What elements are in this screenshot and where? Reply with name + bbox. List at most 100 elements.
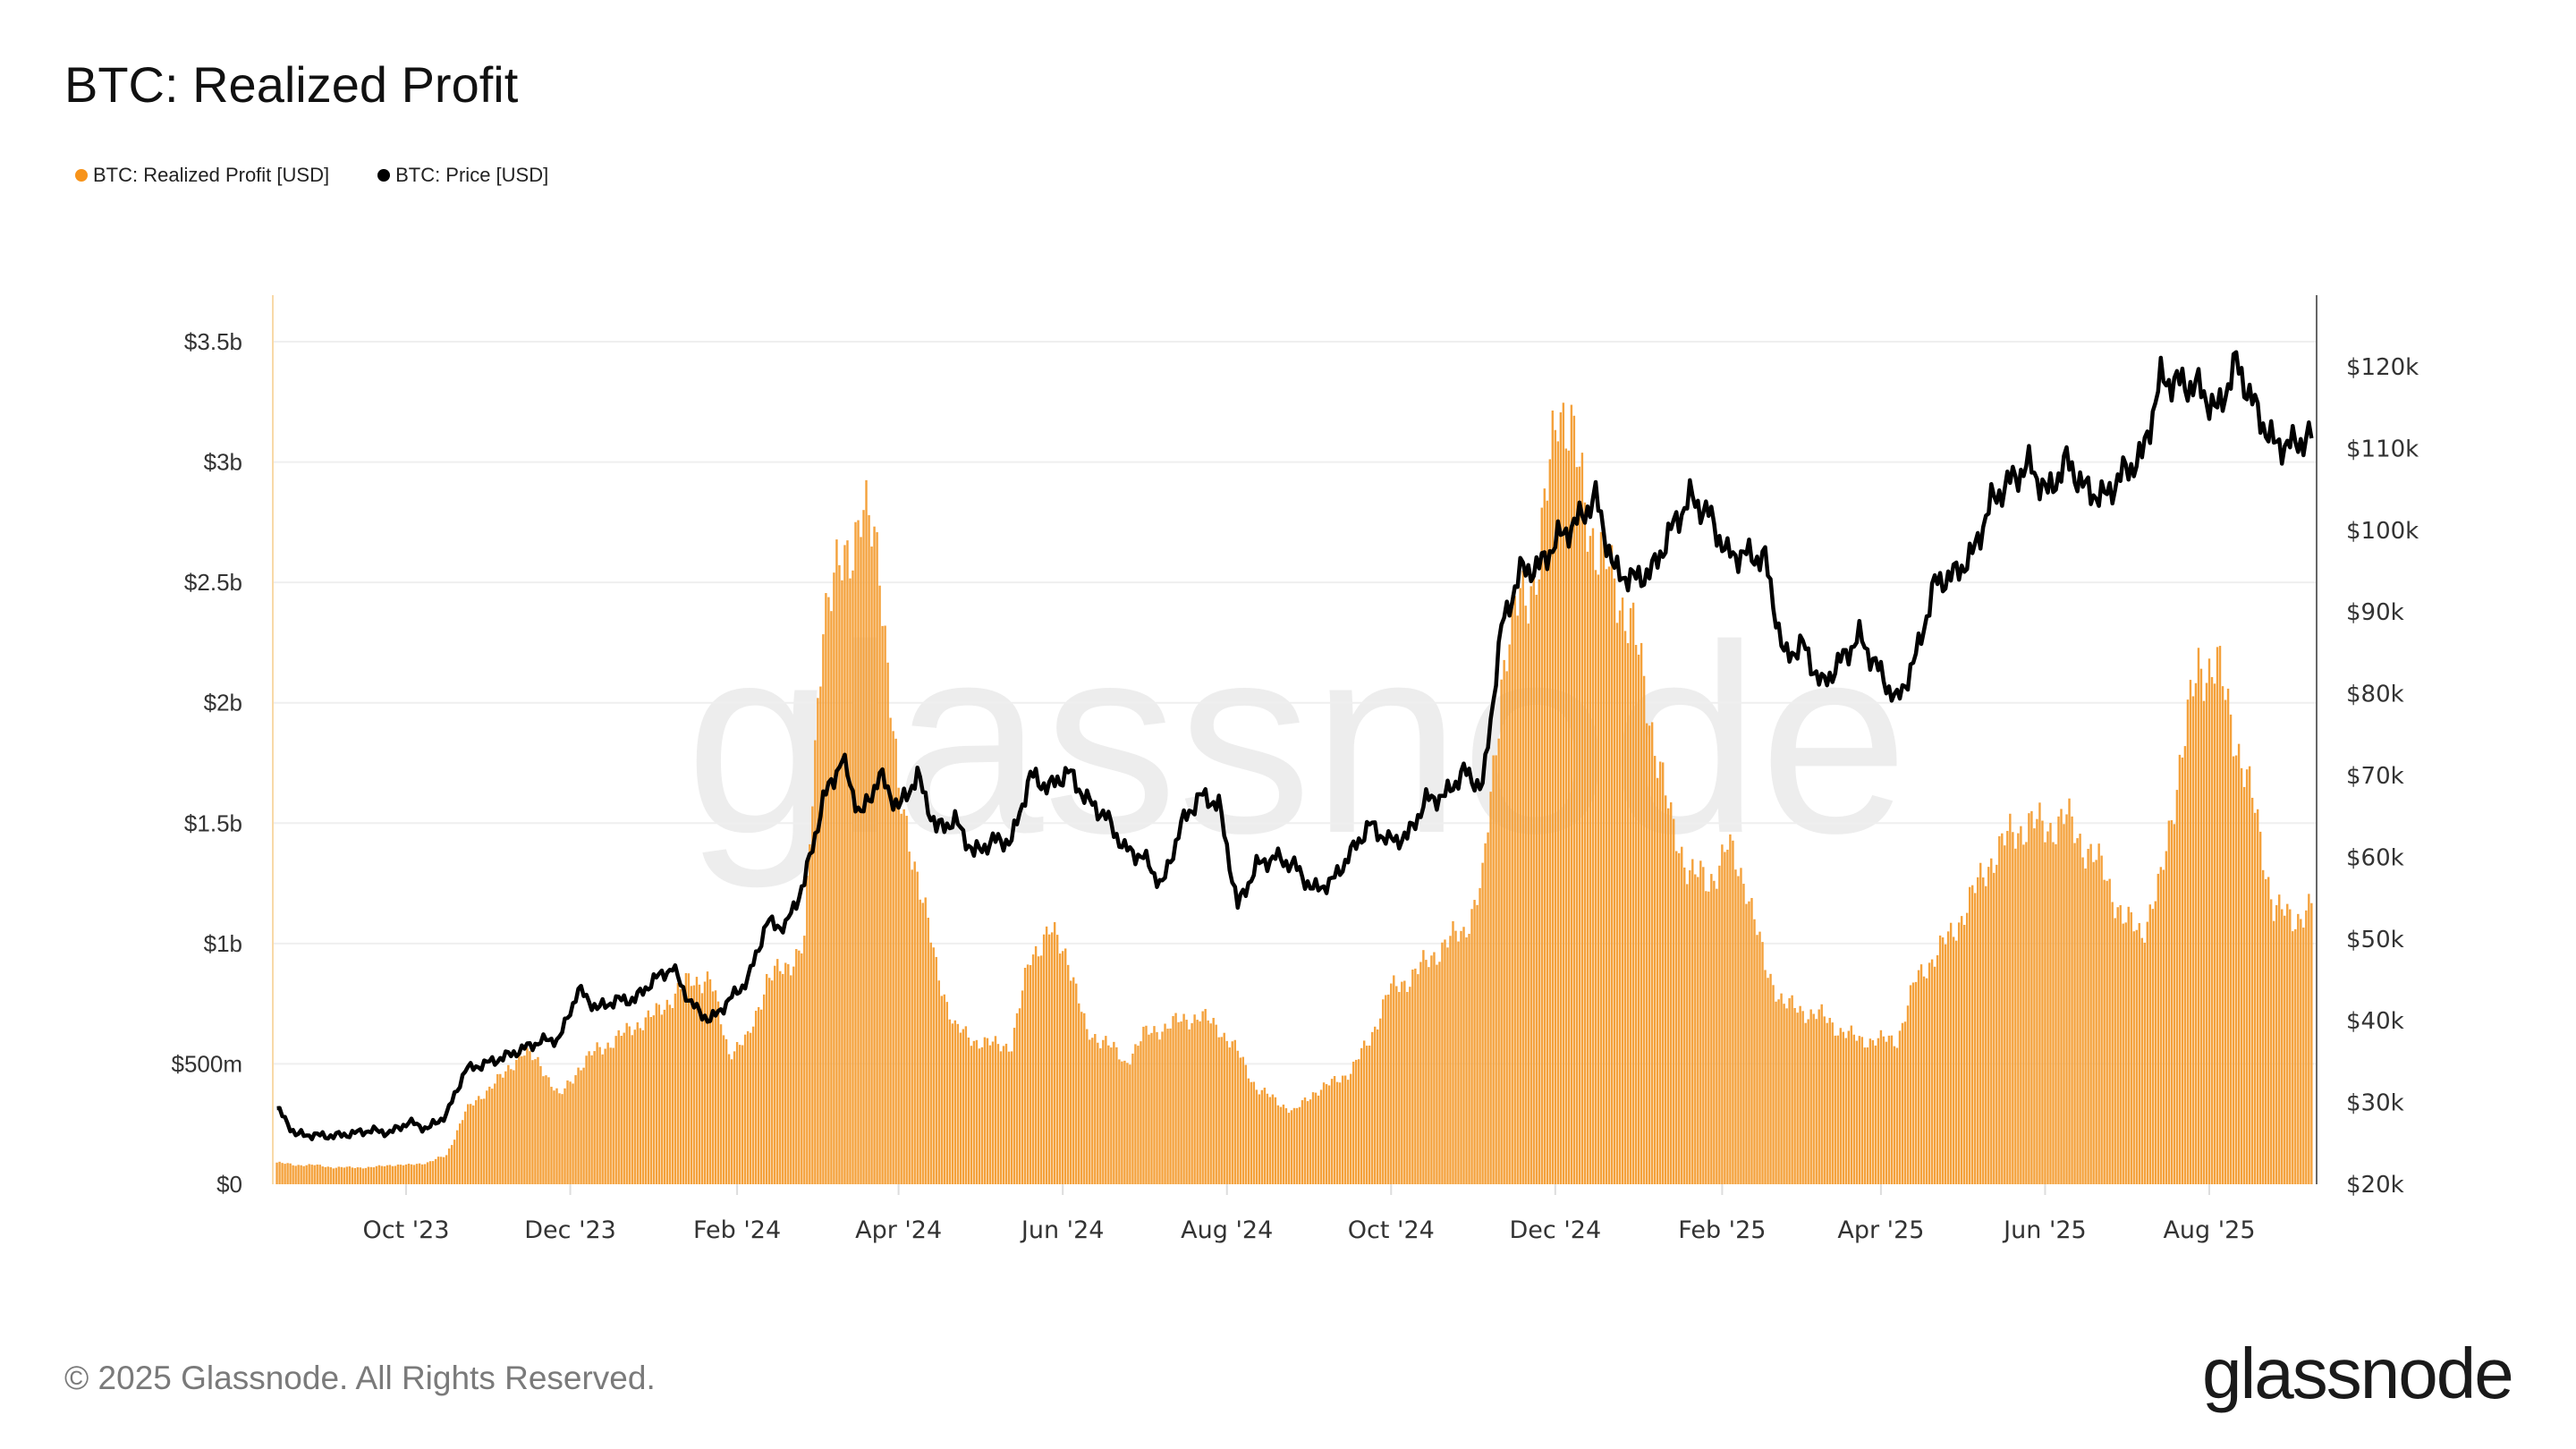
profit-bar <box>1648 725 1651 1184</box>
profit-bar <box>814 740 817 1184</box>
profit-bar <box>1406 991 1409 1184</box>
profit-bar <box>1702 867 1705 1184</box>
profit-bar <box>1129 1064 1131 1184</box>
profit-bar <box>1871 1039 1875 1184</box>
profit-bar <box>1306 1101 1309 1184</box>
profit-bar <box>1319 1089 1323 1184</box>
profit-bar <box>1362 1040 1366 1184</box>
profit-bar <box>434 1158 437 1184</box>
profit-bar <box>1441 942 1444 1184</box>
profit-bar <box>1468 934 1470 1184</box>
profit-bar <box>743 1034 747 1184</box>
profit-bar <box>1758 931 1761 1184</box>
orange-dot-icon <box>75 169 88 182</box>
profit-bar <box>2041 820 2044 1184</box>
profit-bar <box>2130 911 2132 1184</box>
profit-bar <box>423 1164 427 1184</box>
profit-bar <box>1481 862 1484 1184</box>
profit-bar <box>1274 1097 1277 1184</box>
legend-item-realized-profit[interactable]: BTC: Realized Profit [USD] <box>75 164 329 187</box>
profit-bar <box>1333 1076 1336 1184</box>
profit-bar <box>1422 950 1425 1184</box>
y-left-tick-label: $1b <box>204 930 242 957</box>
legend-label: BTC: Realized Profit [USD] <box>93 164 330 186</box>
profit-bar <box>569 1081 572 1184</box>
profit-bar <box>1521 571 1524 1184</box>
profit-bar <box>881 625 884 1184</box>
profit-bar <box>1740 868 1742 1184</box>
x-tick-label: Dec '23 <box>524 1216 616 1244</box>
profit-bar <box>1742 884 1745 1184</box>
profit-bar <box>1196 1020 1199 1184</box>
y-left-tick-label: $0 <box>216 1171 242 1198</box>
profit-bar <box>1898 1030 1902 1184</box>
profit-bar <box>2017 833 2020 1184</box>
profit-bar <box>2146 921 2148 1184</box>
profit-bar <box>1182 1013 1185 1184</box>
profit-bar <box>1156 1031 1158 1184</box>
profit-bar <box>700 993 704 1184</box>
profit-bar <box>2229 714 2233 1184</box>
profit-bar <box>289 1163 292 1184</box>
profit-bar <box>545 1075 547 1184</box>
profit-bar <box>447 1148 451 1184</box>
copyright: © 2025 Glassnode. All Rights Reserved. <box>64 1360 656 1396</box>
profit-bar <box>1809 1009 1812 1184</box>
profit-bar <box>2079 834 2081 1184</box>
profit-bar <box>1067 964 1070 1184</box>
profit-bar <box>1917 970 1920 1184</box>
profit-bar <box>2014 848 2017 1184</box>
profit-bar <box>353 1167 357 1184</box>
profit-bar <box>722 1035 725 1184</box>
profit-bar <box>792 966 795 1184</box>
profit-bar <box>2216 647 2219 1184</box>
profit-bar <box>2154 901 2157 1184</box>
profit-bar <box>2240 767 2243 1184</box>
profit-bar <box>988 1045 992 1184</box>
profit-bar <box>1484 843 1487 1184</box>
profit-bar <box>1031 954 1035 1184</box>
profit-bar <box>1780 993 1783 1184</box>
profit-bar <box>2256 809 2259 1184</box>
profit-bar <box>798 950 801 1184</box>
profit-bar <box>1387 995 1390 1184</box>
profit-bar <box>741 1045 744 1184</box>
profit-bar <box>1411 970 1414 1184</box>
profit-bar <box>1446 947 1449 1184</box>
profit-bar <box>1626 643 1630 1184</box>
profit-bar <box>1021 990 1024 1184</box>
profit-bar <box>1761 942 1764 1184</box>
x-tick-label: Apr '25 <box>1837 1216 1924 1244</box>
profit-bar <box>609 1047 612 1184</box>
profit-bar <box>1039 955 1043 1184</box>
profit-bar <box>356 1167 360 1184</box>
profit-bar <box>2292 931 2294 1184</box>
legend-item-price[interactable]: BTC: Price [USD] <box>377 164 548 187</box>
profit-bar <box>1936 954 1939 1184</box>
profit-bar <box>1131 1053 1134 1184</box>
profit-bar <box>1532 570 1535 1184</box>
profit-bar <box>1645 723 1648 1184</box>
profit-bar <box>940 996 943 1184</box>
profit-bar <box>674 993 677 1184</box>
profit-bar <box>687 973 691 1184</box>
profit-bar <box>2006 830 2009 1184</box>
profit-bar <box>343 1167 345 1184</box>
profit-bar <box>386 1165 389 1184</box>
profit-bar <box>1842 1031 1844 1184</box>
profit-bar <box>1188 1029 1191 1184</box>
profit-bar <box>2055 843 2057 1184</box>
profit-bar <box>1266 1093 1269 1184</box>
profit-bar <box>1607 566 1611 1184</box>
profit-bar <box>868 514 870 1184</box>
profit-bar <box>2108 878 2111 1184</box>
profit-bar <box>2248 766 2251 1184</box>
profit-bar <box>335 1167 337 1184</box>
profit-bar <box>1844 1038 1847 1184</box>
profit-bar <box>1530 586 1532 1184</box>
profit-bar <box>1801 1011 1804 1184</box>
profit-bar <box>2286 903 2289 1184</box>
y-right-tick-label: $80k <box>2346 682 2404 708</box>
profit-bar <box>580 1070 582 1184</box>
